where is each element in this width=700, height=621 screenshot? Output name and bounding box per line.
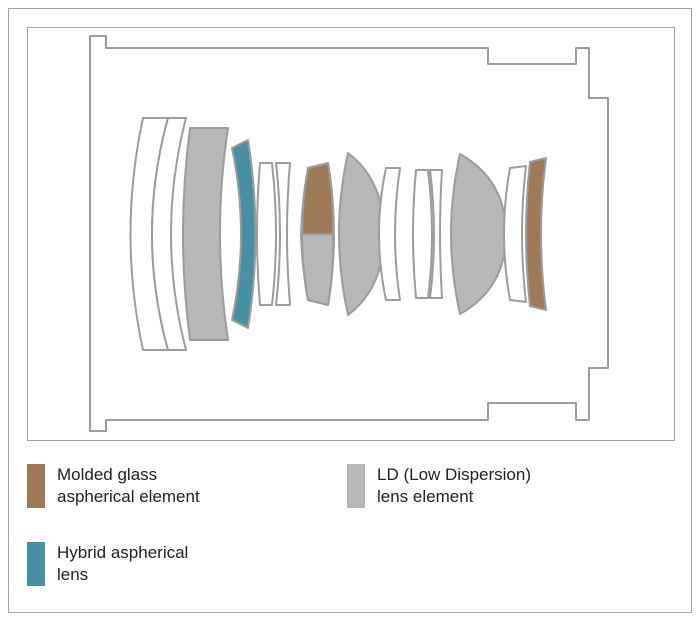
legend-label-ld: LD (Low Dispersion) lens element xyxy=(377,464,531,508)
legend-label-hybrid: Hybrid aspherical lens xyxy=(57,542,188,586)
e7-ld-biconvex xyxy=(339,153,384,315)
legend-swatch-hybrid xyxy=(27,542,45,586)
e5-concave-pair-b xyxy=(276,163,290,305)
lens-svg xyxy=(28,28,674,440)
e12-molded-rear xyxy=(526,158,546,310)
legend-label-molded: Molded glass aspherical element xyxy=(57,464,200,508)
e8-white-lens xyxy=(379,168,400,300)
figure-frame: Molded glass aspherical element LD (Low D… xyxy=(8,8,692,613)
legend-swatch-ld xyxy=(347,464,365,508)
lens-cross-section xyxy=(27,27,675,441)
legend-item-ld: LD (Low Dispersion) lens element xyxy=(347,464,531,508)
legend-swatch-molded xyxy=(27,464,45,508)
e4-hybrid xyxy=(232,140,256,328)
legend-item-molded: Molded glass aspherical element xyxy=(27,464,200,508)
e10-ld-large xyxy=(451,154,506,314)
e9-concave-a xyxy=(413,170,432,298)
e11-rear-white xyxy=(504,166,526,302)
e6-ld-bottom xyxy=(301,234,333,305)
e5-concave-pair-a xyxy=(257,163,276,305)
e3-ld-block xyxy=(183,128,228,340)
e6-molded-top xyxy=(301,163,333,234)
legend-item-hybrid: Hybrid aspherical lens xyxy=(27,542,188,586)
